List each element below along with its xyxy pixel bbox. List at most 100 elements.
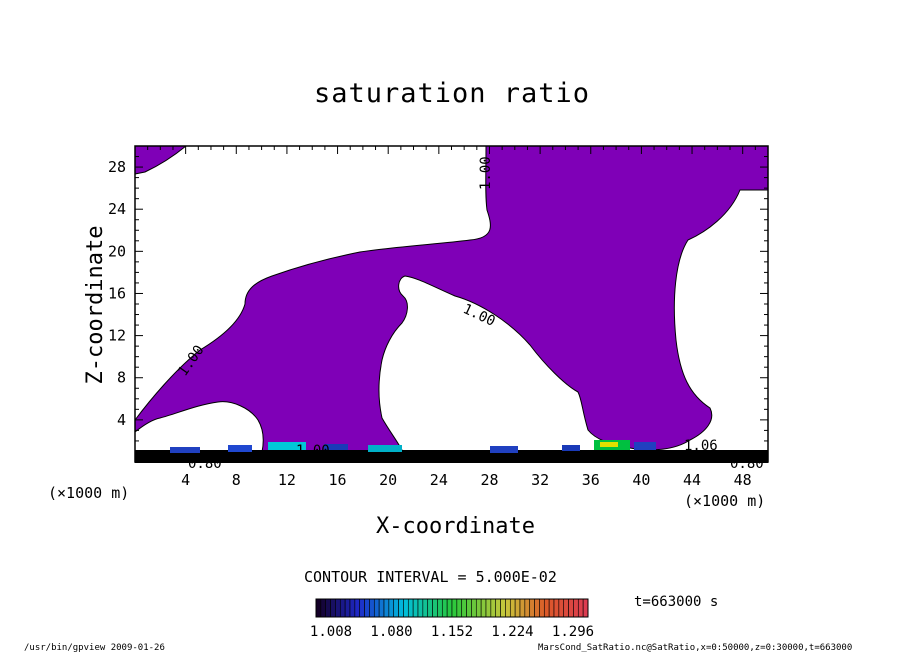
colorbar-swatch [573, 598, 579, 618]
colorbar-swatch [407, 598, 414, 618]
colorbar-swatch [514, 598, 521, 618]
colorbar-swatch [524, 598, 531, 618]
colorbar-swatch [519, 598, 526, 618]
colorbar-swatch [422, 598, 429, 618]
colorbar-swatch [539, 598, 545, 618]
contour-label: 1.06 [684, 438, 718, 454]
y-tick-label: 12 [108, 327, 126, 345]
colorbar-swatch [543, 598, 550, 618]
colorbar-swatch [553, 598, 560, 618]
colorbar-swatch [466, 598, 472, 618]
colorbar-swatch [354, 598, 361, 618]
colorbar-swatch [437, 598, 443, 618]
colorbar-tick-label: 1.152 [431, 624, 473, 640]
y-tick-label: 24 [108, 200, 126, 218]
colorbar-swatch [505, 598, 511, 618]
colorbar-swatch [373, 598, 380, 618]
contour-label: 0.80 [730, 456, 764, 472]
colorbar-swatch [577, 598, 584, 618]
contour-label: 1.00 [296, 443, 330, 459]
y-tick-label: 8 [117, 369, 126, 387]
colorbar-swatch [320, 598, 327, 618]
colorbar-tick-label: 1.296 [552, 624, 594, 640]
colorbar-swatch [568, 598, 574, 618]
time-label: t=663000 s [634, 594, 719, 610]
colorbar-swatch [534, 598, 540, 618]
chart-title: saturation ratio [313, 78, 591, 109]
x-tick-label: 20 [379, 471, 397, 489]
y-tick-label: 16 [108, 284, 126, 302]
x-tick-label: 28 [480, 471, 498, 489]
colorbar-swatch [393, 598, 399, 618]
colorbar-swatch [412, 598, 419, 618]
surface-contour-band [135, 440, 768, 463]
colorbar-swatch [480, 598, 487, 618]
colorbar-swatch [388, 598, 395, 618]
colorbar-swatch [364, 598, 370, 618]
colorbar: 1.008 1.080 1.152 1.224 1.296 [310, 598, 594, 640]
colorbar-swatch [451, 598, 458, 618]
footer-source: MarsCond_SatRatio.nc@SatRatio,x=0:50000,… [538, 643, 853, 653]
colorbar-swatch [446, 598, 453, 618]
y-axis-label: Z-coordinate [83, 226, 108, 385]
contour-fill-region [134, 145, 769, 453]
colorbar-swatch [461, 598, 467, 618]
colorbar-swatch [383, 598, 390, 618]
colorbar-tick-label: 1.008 [310, 624, 352, 640]
x-unit-label-left: (×1000 m) [48, 484, 130, 502]
colorbar-swatch [548, 598, 555, 618]
x-tick-label: 4 [181, 471, 190, 489]
colorbar-swatch [427, 598, 433, 618]
colorbar-tick-label: 1.080 [370, 624, 412, 640]
y-tick-label: 28 [108, 158, 126, 176]
colorbar-swatch [485, 598, 492, 618]
colorbar-swatch [349, 598, 356, 618]
colorbar-swatch [378, 598, 385, 618]
x-tick-label: 12 [278, 471, 296, 489]
colorbar-swatch [456, 598, 463, 618]
x-tick-label: 8 [232, 471, 241, 489]
contour-label: 0.80 [188, 456, 222, 472]
contour-interval: CONTOUR INTERVAL = 5.000E-02 [304, 568, 557, 586]
colorbar-swatch [490, 598, 497, 618]
colorbar-swatch [325, 598, 331, 618]
colorbar-swatch [558, 598, 565, 618]
x-tick-label: 16 [329, 471, 347, 489]
colorbar-swatch [529, 598, 535, 618]
x-tick-label: 24 [430, 471, 448, 489]
colorbar-tick-label: 1.224 [491, 624, 533, 640]
x-tick-label: 48 [734, 471, 752, 489]
x-unit-label-right: (×1000 m) [684, 492, 766, 510]
x-axis-label: X-coordinate [376, 514, 535, 539]
x-tick-label: 44 [683, 471, 701, 489]
colorbar-swatch [441, 598, 448, 618]
colorbar-swatch [403, 598, 409, 618]
colorbar-swatch [344, 598, 351, 618]
colorbar-swatch [582, 598, 589, 618]
colorbar-swatch [563, 598, 569, 618]
colorbar-swatch [359, 598, 365, 618]
colorbar-swatch [339, 598, 346, 618]
colorbar-swatch [509, 598, 516, 618]
colorbar-swatch [335, 598, 341, 618]
colorbar-swatch [495, 598, 501, 618]
colorbar-swatch [500, 598, 506, 618]
colorbar-swatch [432, 598, 438, 618]
contour-label: 1.00 [478, 156, 494, 190]
colorbar-swatch [369, 598, 375, 618]
colorbar-swatch [330, 598, 336, 618]
colorbar-swatch [315, 598, 322, 618]
x-tick-label: 40 [632, 471, 650, 489]
colorbar-swatch [471, 598, 477, 618]
y-tick-label: 20 [108, 242, 126, 260]
y-tick-label: 4 [117, 411, 126, 429]
colorbar-swatch [475, 598, 482, 618]
footer-command: /usr/bin/gpview 2009-01-26 [24, 643, 165, 653]
colorbar-frame [315, 598, 589, 618]
colorbar-swatch [398, 598, 404, 618]
x-tick-label: 36 [582, 471, 600, 489]
x-tick-label: 32 [531, 471, 549, 489]
colorbar-swatch [417, 598, 424, 618]
